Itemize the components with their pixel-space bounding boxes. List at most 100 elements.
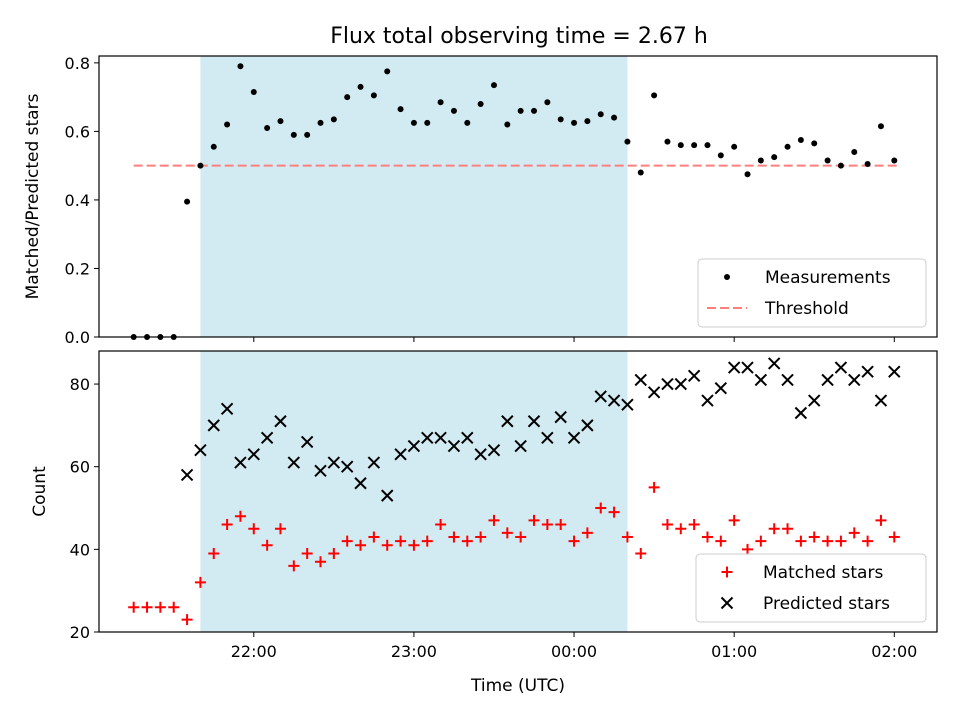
matched-star-point (288, 560, 300, 572)
legend-label-predicted: Predicted stars (763, 594, 890, 614)
measurement-point (397, 106, 404, 113)
matched-star-point (555, 519, 567, 531)
predicted-star-point (340, 460, 354, 473)
predicted-star-point (834, 361, 848, 374)
matched-star-point (648, 481, 660, 493)
matched-star-point (181, 614, 193, 626)
matched-star-point (261, 539, 273, 551)
measurement-point (717, 152, 724, 159)
matched-star-point (461, 535, 473, 547)
predicted-star-point (848, 373, 861, 387)
predicted-star-point (180, 468, 194, 482)
matched-star-point (608, 506, 620, 518)
measurement-point (304, 131, 311, 138)
measurement-point (197, 162, 204, 169)
predicted-star-point (274, 415, 287, 428)
predicted-star-point (461, 431, 474, 444)
measurement-point (704, 142, 711, 149)
matched-star-point (661, 519, 673, 531)
predicted-star-point (487, 443, 501, 457)
measurement-point (597, 111, 604, 118)
y-tick-label: 40 (70, 540, 90, 559)
y-tick-label: 60 (70, 458, 90, 477)
y-tick-label: 80 (70, 375, 90, 394)
matched-star-point (595, 502, 607, 514)
predicted-star-point (247, 448, 260, 461)
predicted-star-point (594, 390, 607, 403)
matched-star-point (368, 531, 380, 543)
matched-star-point (701, 531, 713, 543)
legend-frame (697, 258, 927, 328)
predicted-star-point (367, 456, 381, 469)
y-axis-label: Matched/Predicted stars (23, 93, 43, 299)
bottom-panel: 20 40 60 80 22:00 23:00 00:00 01:00 02:00 Count Ti… (30, 350, 938, 696)
predicted-star-point (394, 448, 407, 461)
measurement-point (651, 92, 658, 99)
y-axis-label: Count (30, 466, 50, 517)
measurement-point (490, 82, 497, 89)
measurement-point (864, 160, 871, 167)
legend-frame (695, 553, 927, 623)
matched-star-point (515, 531, 527, 543)
predicted-star-point (194, 443, 207, 457)
predicted-star-point (434, 431, 447, 444)
matched-star-point (768, 523, 780, 535)
x-tick-label: 23:00 (391, 642, 437, 661)
matched-star-point (381, 539, 393, 551)
matched-star-point (568, 535, 580, 547)
measurement-point (851, 148, 858, 155)
measurement-point (477, 100, 484, 107)
predicted-star-point (634, 373, 647, 387)
measurement-point (210, 143, 217, 150)
predicted-star-point (407, 439, 421, 453)
matched-star-point (475, 531, 487, 543)
matched-star-point (862, 535, 874, 547)
measurement-point (771, 154, 778, 161)
measurement-point (237, 63, 244, 70)
measurement-point (677, 142, 684, 149)
predicted-star-point (781, 373, 794, 387)
predicted-star-point (287, 456, 301, 469)
measurement-point (784, 143, 791, 150)
matched-star-point (328, 547, 340, 559)
measurement-point (384, 68, 391, 75)
figure-title: Flux total observing time = 2.67 h (330, 24, 708, 49)
y-tick-label: 0.4 (65, 191, 90, 210)
legend-marker-measurements (724, 274, 730, 280)
matched-star-point (848, 527, 860, 539)
top-axes-frame (98, 55, 938, 338)
matched-star-point (221, 519, 233, 531)
predicted-star-point (234, 456, 247, 469)
predicted-star-point (514, 439, 527, 453)
legend-label-measurements: Measurements (765, 268, 891, 288)
measurement-point (731, 143, 738, 150)
measurement-point (584, 118, 591, 125)
matched-star-point (875, 514, 887, 526)
matched-star-point (782, 523, 794, 535)
predicted-star-point (647, 386, 661, 399)
measurement-point (437, 99, 444, 106)
predicted-star-point (741, 361, 754, 374)
measurement-point (264, 124, 271, 131)
predicted-star-point (701, 394, 714, 407)
matched-star-point (315, 556, 327, 568)
matched-star-point (835, 535, 847, 547)
predicted-star-point (808, 394, 821, 407)
predicted-star-point (300, 435, 314, 449)
predicted-star-point (381, 489, 394, 502)
measurement-point (824, 157, 831, 164)
predicted-star-point (687, 369, 701, 383)
measurement-point (664, 138, 671, 145)
measurement-point (517, 107, 524, 114)
observing-interval-shade (200, 56, 628, 337)
predicted-star-point (501, 415, 514, 428)
measurement-point (744, 171, 751, 178)
matched-star-point (501, 527, 513, 539)
measurement-point (357, 83, 364, 90)
predicted-star-point (754, 373, 768, 387)
matched-star-point (808, 531, 820, 543)
matched-star-point (888, 531, 900, 543)
measurement-point (290, 131, 297, 138)
matched-star-point (435, 519, 447, 531)
